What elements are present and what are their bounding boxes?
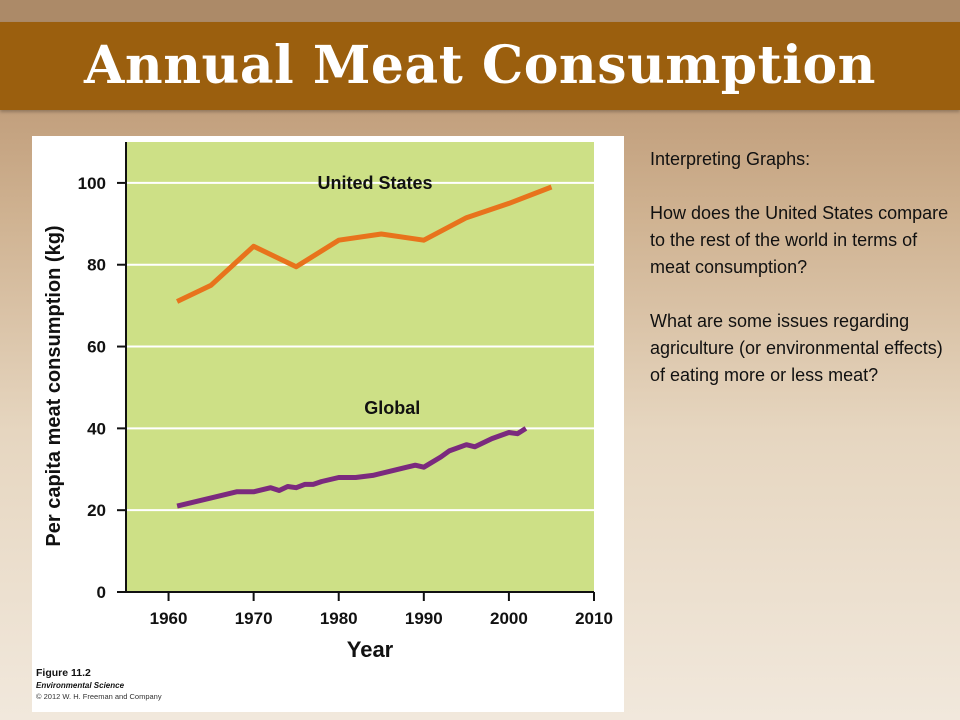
y-axis-title: Per capita meat consumption (kg) <box>43 225 65 546</box>
x-axis-title: Year <box>347 637 394 662</box>
y-tick-label: 100 <box>78 174 106 193</box>
series-label-united-states: United States <box>317 173 432 193</box>
figure-panel: 0 20 40 60 80 100 1960 1970 1980 1990 2000 2010 Uni… <box>32 136 624 712</box>
series-labels: United States Global <box>317 173 432 418</box>
y-tick-label: 60 <box>87 338 106 357</box>
axis-ticks: 0 20 40 60 80 100 1960 1970 1980 1990 2000 2010 <box>78 174 613 628</box>
title-band <box>0 22 960 110</box>
side-question-2: What are some issues regarding agricultu… <box>650 311 943 385</box>
x-tick-label: 2010 <box>575 609 613 628</box>
figure-book-title: Environmental Science <box>36 681 125 690</box>
plot-background <box>126 142 594 592</box>
top-strip <box>0 0 960 22</box>
x-tick-label: 1990 <box>405 609 443 628</box>
slide-title: Annual Meat Consumption <box>84 35 876 96</box>
y-tick-label: 20 <box>87 501 106 520</box>
x-tick-label: 1960 <box>150 609 188 628</box>
x-tick-label: 2000 <box>490 609 528 628</box>
series-lines <box>176 184 553 509</box>
series-line-global <box>176 426 528 509</box>
side-question-1: How does the United States compare to th… <box>650 203 949 277</box>
grid-lines <box>126 181 594 512</box>
series-label-global: Global <box>364 398 420 418</box>
x-tick-label: 1980 <box>320 609 358 628</box>
side-heading: Interpreting Graphs: <box>650 149 811 169</box>
meat-consumption-chart: 0 20 40 60 80 100 1960 1970 1980 1990 2000 2010 Uni… <box>43 142 613 662</box>
y-tick-label: 0 <box>97 583 106 602</box>
figure-copyright: © 2012 W. H. Freeman and Company <box>36 692 162 701</box>
figure-label: Figure 11.2 <box>36 667 91 679</box>
series-line-united-states <box>176 184 553 304</box>
y-tick-label: 40 <box>87 419 106 438</box>
y-tick-label: 80 <box>87 256 106 275</box>
side-text: Interpreting Graphs: How does the United… <box>650 146 950 416</box>
figure-caption: Figure 11.2 Environmental Science © 2012… <box>36 667 162 702</box>
x-tick-label: 1970 <box>235 609 273 628</box>
